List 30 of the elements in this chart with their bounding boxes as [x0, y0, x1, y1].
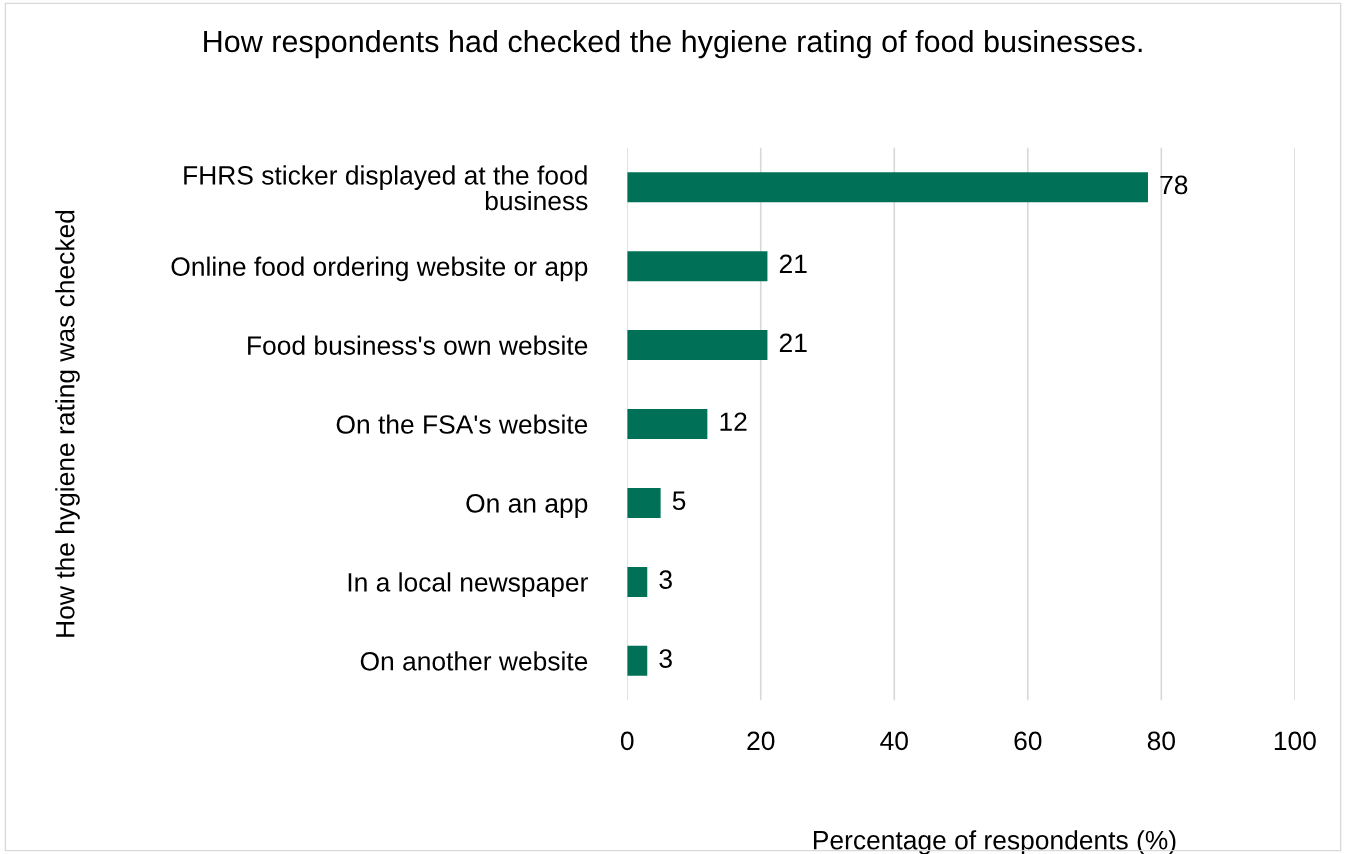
y-tick-label: On another website — [360, 651, 588, 671]
y-tick-label: In a local newspaper — [348, 572, 588, 597]
bar — [627, 330, 768, 361]
y-tick-label: Food business's own website — [248, 335, 588, 355]
y-tick-label: On an app — [466, 494, 588, 518]
chart-title: How respondents had checked the hygiene rating of food businesses. — [204, 29, 1142, 59]
data-label: 21 — [779, 333, 807, 352]
y-tick-label: Online food ordering website or app — [171, 256, 588, 282]
bar — [627, 566, 648, 597]
bar — [627, 487, 661, 518]
y-tick-label: FHRS sticker displayed at the food business — [184, 165, 588, 211]
data-label: 78 — [1160, 175, 1188, 195]
x-axis-title: Percentage of respondents (%) — [813, 830, 1176, 854]
data-label: 3 — [659, 570, 672, 589]
data-label: 12 — [720, 412, 747, 431]
x-tick-label: 100 — [1274, 731, 1316, 751]
data-label: 5 — [672, 491, 686, 511]
bar — [627, 409, 708, 440]
x-tick-label: 40 — [880, 731, 908, 751]
bar — [627, 645, 648, 676]
y-axis-title: How the hygiene rating was checked — [55, 210, 80, 637]
y-tick-label: On the FSA's website — [336, 414, 588, 434]
x-tick-label: 60 — [1014, 731, 1042, 751]
x-tick-label: 0 — [620, 731, 634, 751]
bar — [627, 172, 1148, 203]
data-label: 3 — [659, 649, 672, 668]
bar — [627, 251, 768, 282]
x-tick-label: 20 — [747, 731, 775, 751]
x-tick-label: 80 — [1147, 731, 1175, 751]
data-label: 21 — [779, 254, 807, 273]
